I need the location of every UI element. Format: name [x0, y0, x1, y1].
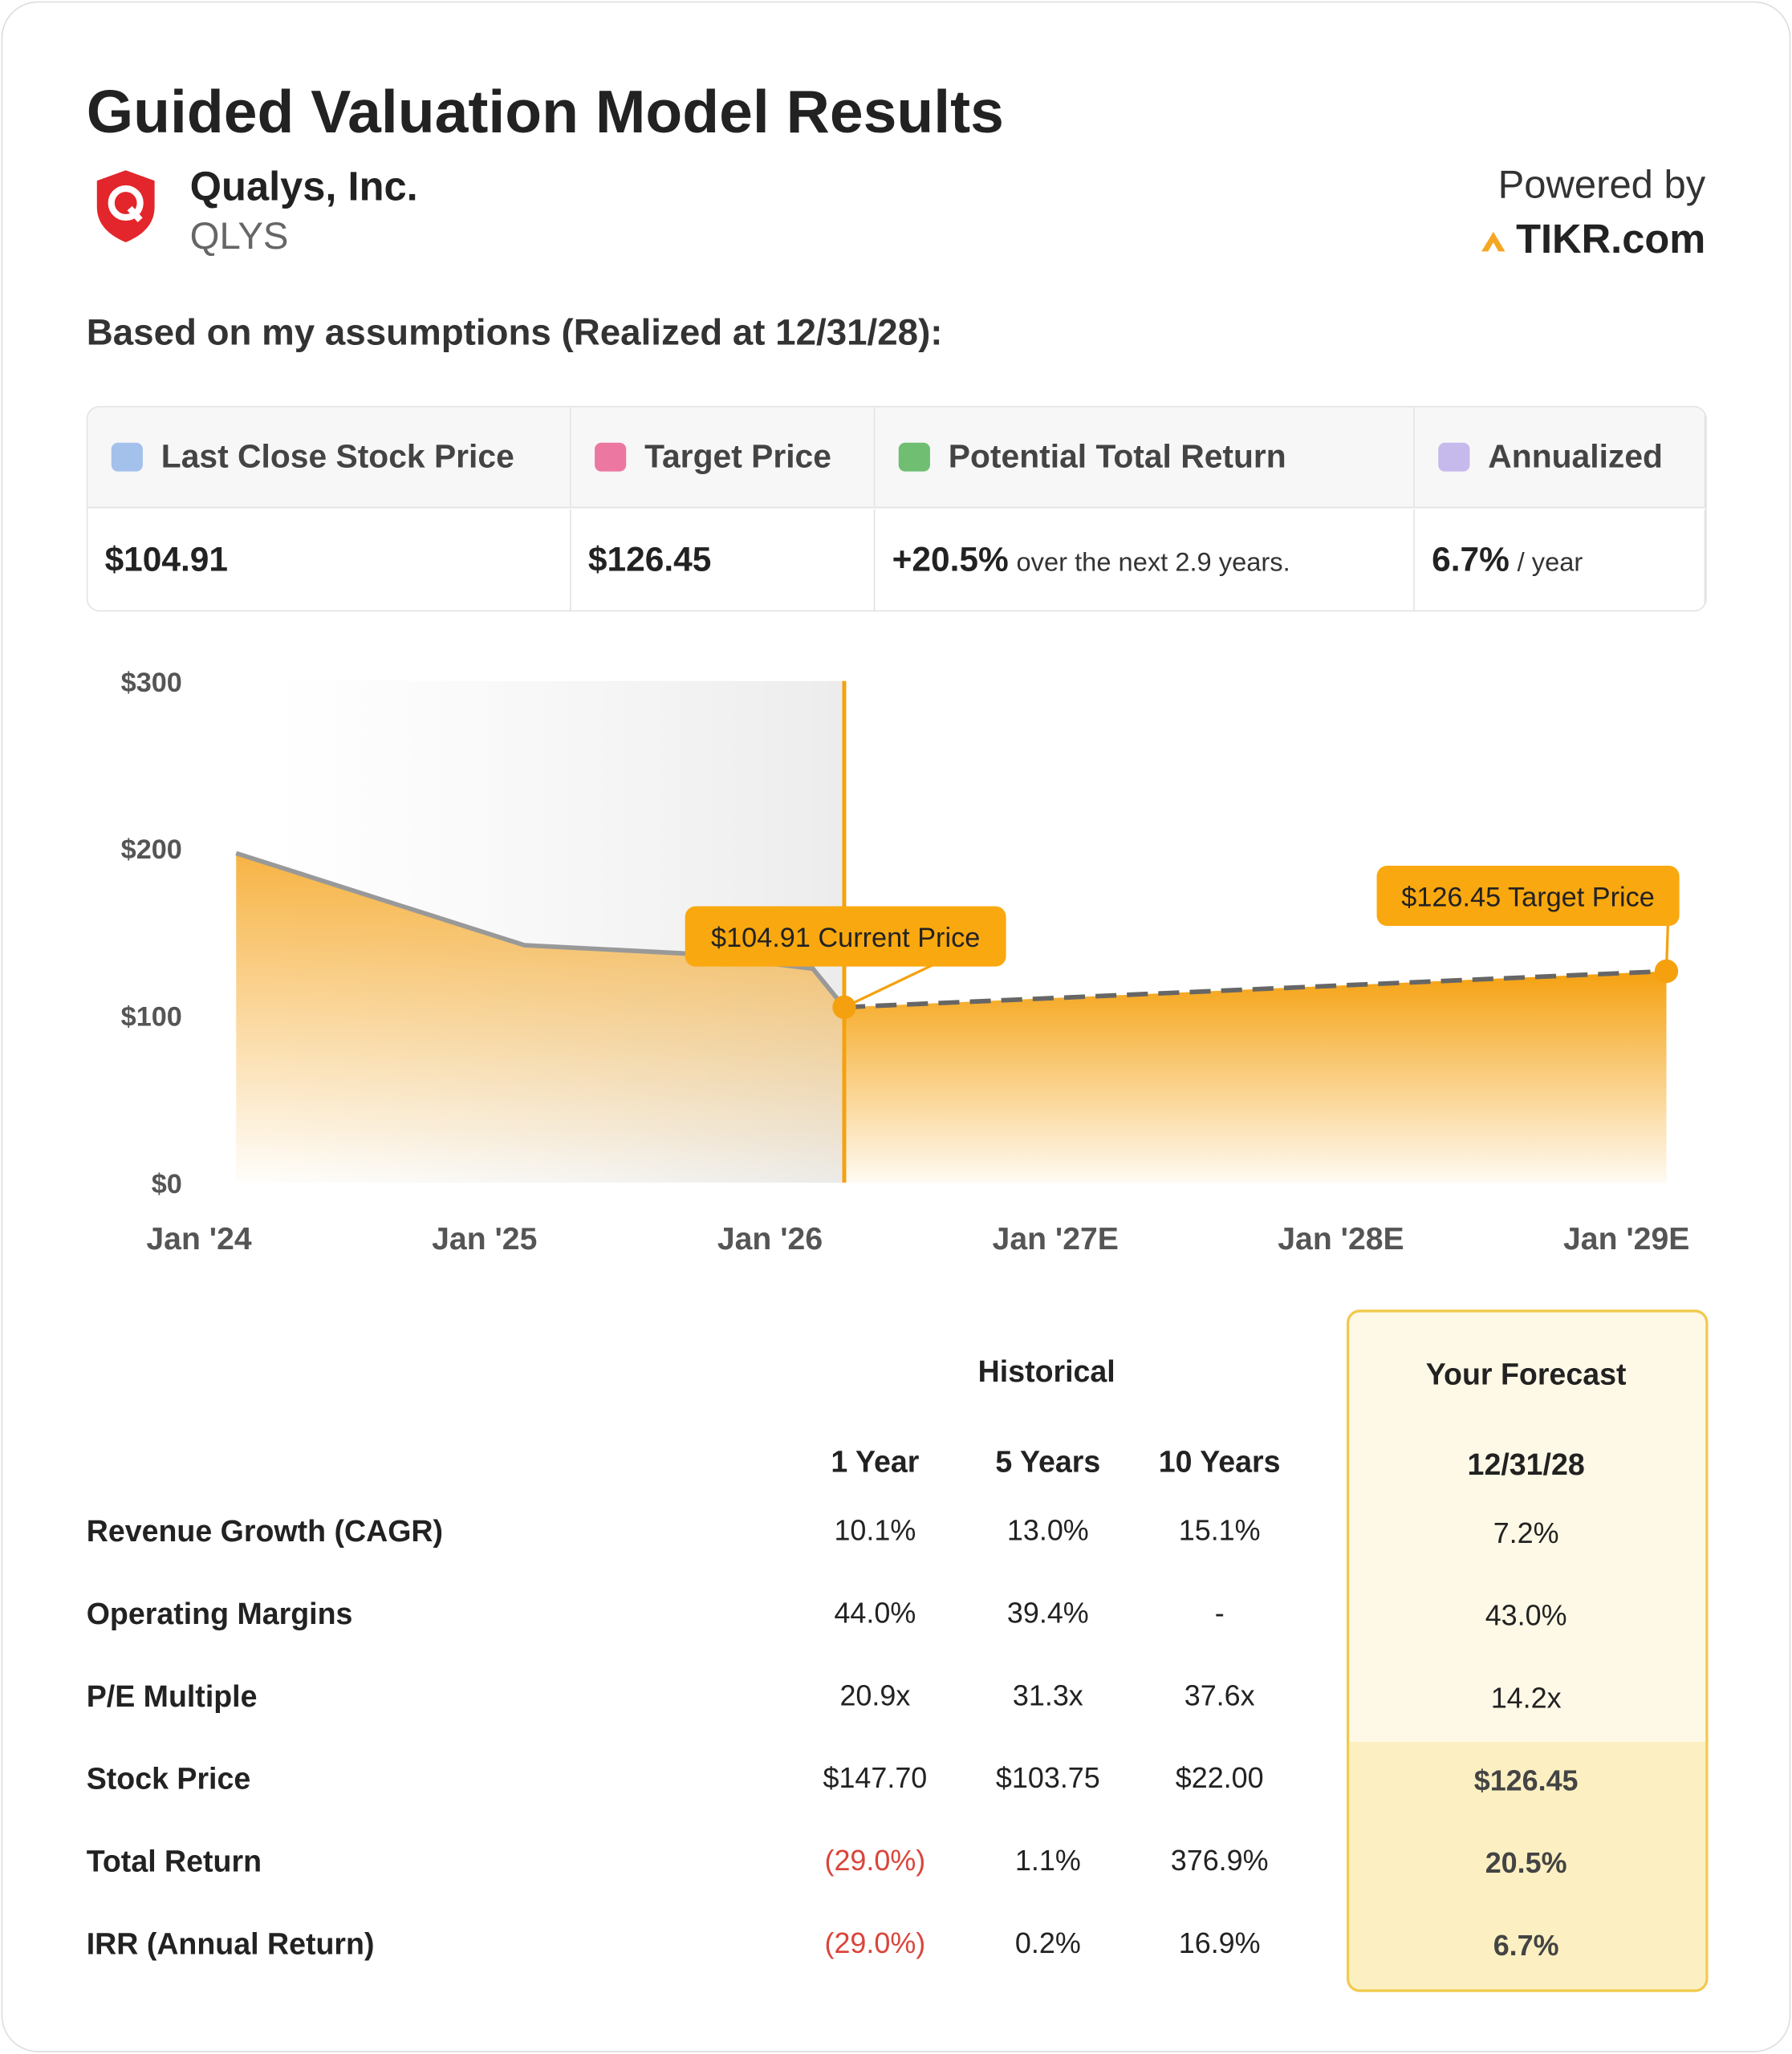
- group-header: Historical: [977, 1354, 1115, 1389]
- powered-by: Powered by: [1497, 164, 1706, 207]
- x-tick-label: Jan '25: [432, 1222, 537, 1256]
- historical-cell: 37.6x: [1184, 1679, 1255, 1712]
- callout-box: [685, 906, 1006, 967]
- summary-value: $126.45: [571, 509, 876, 611]
- historical-cell: 31.3x: [1012, 1679, 1083, 1712]
- x-tick-label: Jan '29E: [1563, 1222, 1689, 1256]
- summary-main: $126.45: [587, 539, 712, 579]
- historical-cell: 1.1%: [1014, 1844, 1081, 1877]
- summary-note: over the next 2.9 years.: [1016, 548, 1290, 578]
- historical-cell: $103.75: [995, 1761, 1100, 1795]
- historical-cell: 44.0%: [834, 1596, 916, 1630]
- row-label: Revenue Growth (CAGR): [86, 1513, 444, 1549]
- y-tick-label: $200: [121, 834, 182, 865]
- historical-cell: (29.0%): [824, 1844, 926, 1877]
- historical-cell: 13.0%: [1006, 1513, 1089, 1547]
- summary-icon: [595, 442, 627, 472]
- summary-main: 6.7%: [1432, 539, 1510, 579]
- summary-main: +20.5%: [892, 539, 1009, 579]
- summary-main: $104.91: [104, 539, 228, 579]
- summary-value: 6.7% / year: [1415, 509, 1706, 611]
- summary-table: Last Close Stock Price $104.91 Target Pric…: [86, 406, 1707, 612]
- brand-icon: [1481, 231, 1506, 252]
- chart: $0 $100 $200 $300 Jan '24 Jan '25 Jan '26 Jan '…: [121, 668, 1690, 1256]
- historical-cell: 39.4%: [1006, 1596, 1089, 1630]
- historical-cell: 376.9%: [1170, 1844, 1269, 1877]
- historical-cell: (29.0%): [824, 1926, 926, 1959]
- forecast-cell: 6.7%: [1493, 1929, 1559, 1963]
- summary-header: Annualized: [1414, 407, 1706, 509]
- summary-value: +20.5% over the next 2.9 years.: [875, 509, 1415, 611]
- summary-header-text: Last Close Stock Price: [161, 438, 514, 476]
- title: Guided Valuation Model Results: [86, 77, 1004, 146]
- price-line: [843, 968, 1667, 1010]
- brand: TIKR.com: [1479, 216, 1705, 263]
- callout-text: $126.45 Target Price: [1401, 883, 1655, 913]
- historical-cell: 20.9x: [839, 1679, 911, 1712]
- summary-icon: [1438, 442, 1470, 472]
- historical-cell: 16.9%: [1178, 1926, 1261, 1959]
- historical-cell: 10.1%: [834, 1513, 916, 1547]
- company-name: Qualys, Inc.: [189, 164, 418, 210]
- historical-cell: 15.1%: [1178, 1513, 1261, 1547]
- summary-value: $104.91: [87, 509, 571, 611]
- y-tick-label: $0: [152, 1169, 182, 1200]
- row-label: P/E Multiple: [86, 1679, 258, 1714]
- x-tick-label: Jan '24: [146, 1222, 251, 1256]
- x-tick-label: Jan '26: [717, 1222, 823, 1256]
- point: [1654, 959, 1679, 984]
- historical-cell: $147.70: [823, 1761, 928, 1795]
- summary-header-text: Target Price: [644, 438, 831, 476]
- summary-header: Target Price: [571, 407, 876, 509]
- forecast-highlight: [1349, 1741, 1706, 1990]
- summary-note: / year: [1517, 548, 1583, 578]
- column-header: 1 Year: [831, 1444, 920, 1479]
- point: [832, 995, 856, 1020]
- ticker: QLYS: [189, 216, 289, 258]
- row-label: Total Return: [86, 1844, 262, 1878]
- x-tick-label: Jan '27E: [993, 1222, 1119, 1256]
- forecast-cell: $126.45: [1473, 1764, 1579, 1797]
- brand-name: TIKR.com: [1516, 216, 1706, 262]
- summary-icon: [898, 442, 930, 472]
- forecast-cell: 20.5%: [1485, 1846, 1567, 1880]
- forecast-cell: 14.2x: [1490, 1681, 1562, 1715]
- row-label: Operating Margins: [86, 1596, 353, 1631]
- historical-cell: $22.00: [1175, 1761, 1264, 1795]
- forecast-cell: 7.2%: [1493, 1516, 1559, 1550]
- subtitle: Based on my assumptions (Realized at 12/…: [86, 311, 943, 353]
- historical-cell: 0.2%: [1014, 1926, 1081, 1959]
- column-header: 12/31/28: [1467, 1447, 1585, 1482]
- forecast-header: Your Forecast: [1425, 1357, 1627, 1391]
- column-header: 5 Years: [995, 1444, 1101, 1479]
- callout-box: [1376, 865, 1680, 927]
- column-header: 10 Years: [1158, 1444, 1281, 1479]
- company-logo: [96, 170, 155, 242]
- summary-header-text: Potential Total Return: [948, 438, 1286, 476]
- summary-header: Potential Total Return: [875, 407, 1415, 509]
- row-label: Stock Price: [86, 1761, 251, 1796]
- historical-cell: -: [1214, 1596, 1225, 1630]
- history-area: [236, 853, 844, 1183]
- y-tick-label: $100: [121, 1002, 182, 1033]
- callout-text: $104.91 Current Price: [711, 923, 980, 953]
- x-tick-label: Jan '28E: [1278, 1222, 1404, 1256]
- y-tick-label: $300: [121, 668, 182, 698]
- forecast-box: [1347, 1309, 1709, 1992]
- row-label: IRR (Annual Return): [86, 1926, 375, 1961]
- forecast-area: [843, 971, 1667, 1183]
- forecast-cell: 43.0%: [1485, 1599, 1567, 1632]
- summary-icon: [111, 442, 143, 472]
- summary-header: Last Close Stock Price: [87, 407, 571, 509]
- summary-header-text: Annualized: [1488, 438, 1663, 476]
